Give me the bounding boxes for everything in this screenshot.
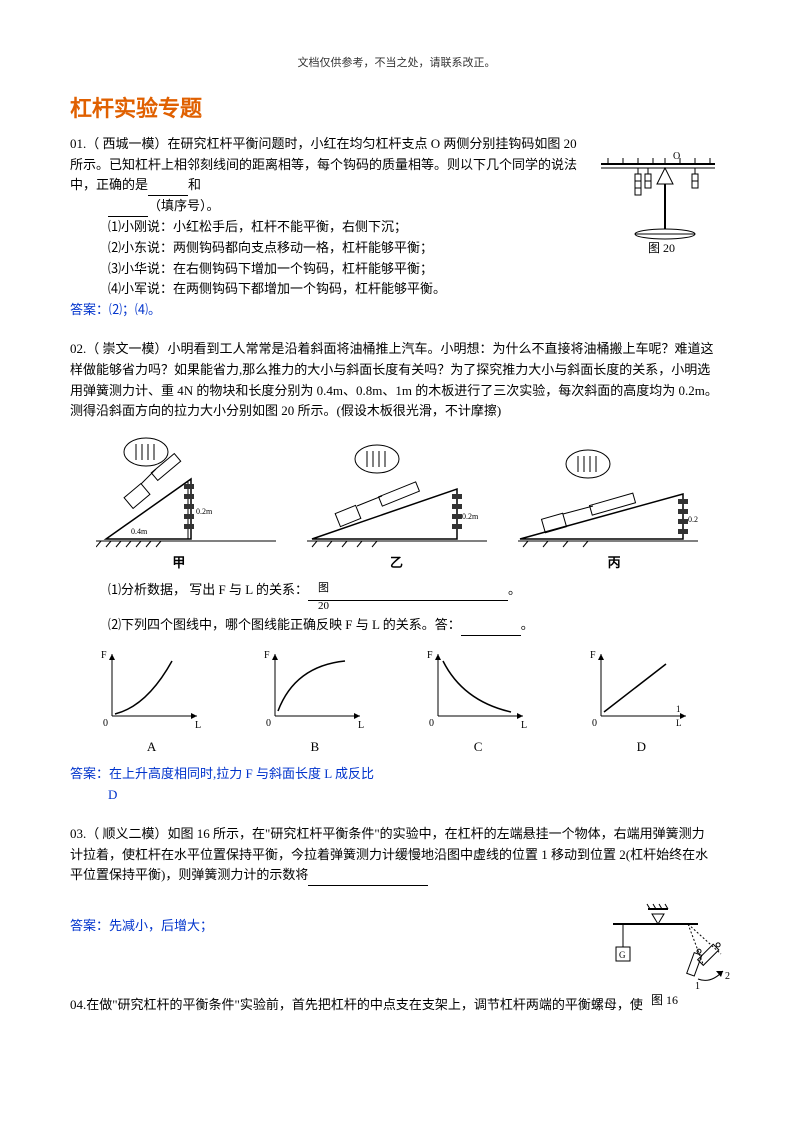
svg-text:G: G — [619, 950, 626, 960]
q02-sub1: ⑴分析数据， 写出 F 与 L 的关系：图 20。 — [70, 580, 723, 601]
svg-text:L: L — [195, 720, 201, 731]
blank-fill — [308, 588, 508, 601]
graph-label-d: D — [576, 737, 706, 758]
svg-text:F: F — [590, 650, 596, 661]
question-01: O 图 20 01.（ 西城一模）在研究杠杆平衡问题时，小红在均匀杠杆支点 O … — [70, 134, 723, 321]
svg-text:0.4m: 0.4m — [131, 527, 148, 536]
svg-text:O: O — [673, 151, 680, 162]
q03-text: 03.（ 顺义二模）如图 16 所示，在"研究杠杆平衡条件"的实验中，在杠杆的左… — [70, 824, 723, 886]
blank-fill — [108, 204, 148, 217]
svg-text:0: 0 — [103, 718, 108, 729]
page-title: 杠杆实验专题 — [70, 91, 723, 126]
question-04: 04.在做"研究杠杆的平衡条件"实验前，首先把杠杆的中点支在支架上，调节杠杆两端… — [70, 995, 723, 1016]
incline-diagrams: 0.2m 0.4m 0.2m 0.2m — [70, 434, 723, 549]
graph-label-b: B — [250, 737, 380, 758]
svg-text:L: L — [676, 718, 682, 728]
svg-text:L: L — [358, 720, 364, 731]
header-note: 文档仅供参考，不当之处，请联系改正。 — [70, 55, 723, 73]
q04-text: 04.在做"研究杠杆的平衡条件"实验前，首先把杠杆的中点支在支架上，调节杠杆两端… — [70, 995, 723, 1016]
svg-text:0: 0 — [592, 718, 597, 729]
graph-d-icon: F 1 L 0 — [586, 646, 696, 731]
svg-text:0.2m: 0.2m — [196, 507, 213, 516]
q01-opt4: ⑷小军说：在两侧钩码下都增加一个钩码，杠杆能够平衡。 — [70, 279, 723, 300]
svg-text:2: 2 — [725, 971, 730, 982]
graph-label-a: A — [87, 737, 217, 758]
svg-text:F: F — [101, 650, 107, 661]
q02-answer: 答案：在上升高度相同时,拉力 F 与斜面长度 L 成反比 — [70, 764, 723, 785]
incline-labels: 甲 乙 丙 — [70, 553, 723, 574]
incline-c-icon: 0.2m — [518, 434, 698, 549]
incline-b-icon: 0.2m — [307, 434, 487, 549]
figure-16-lever: G 1 2 图 16 — [603, 899, 733, 1009]
svg-text:1: 1 — [695, 981, 700, 992]
q01-opt3: ⑶小华说：在右侧钩码下增加一个钩码，杠杆能够平衡； — [70, 259, 723, 280]
svg-text:1: 1 — [676, 704, 681, 714]
blank-fill — [148, 183, 188, 196]
blank-fill — [461, 623, 521, 636]
q01-answer: 答案：⑵；⑷。 — [70, 300, 723, 321]
graph-a-icon: F L 0 — [97, 646, 207, 731]
graphs-row: F L 0 A F L 0 B F L 0 — [70, 646, 723, 759]
graph-c-icon: F L 0 — [423, 646, 533, 731]
figure-20-lever: O 图 20 — [593, 144, 723, 254]
question-03: G 1 2 图 16 03.（ 顺义二模）如图 16 所示，在"研究杠杆平衡条件… — [70, 824, 723, 977]
svg-text:0.2m: 0.2m — [462, 512, 479, 521]
svg-text:F: F — [264, 650, 270, 661]
svg-text:0.2m: 0.2m — [688, 515, 698, 524]
question-02: 02.（ 崇文一模）小明看到工人常常是沿着斜面将油桶推上汽车。小明想：为什么不直… — [70, 339, 723, 806]
svg-text:0: 0 — [266, 718, 271, 729]
svg-text:L: L — [521, 720, 527, 731]
svg-text:F: F — [427, 650, 433, 661]
q02-answer2: D — [70, 785, 723, 806]
svg-text:0: 0 — [429, 718, 434, 729]
graph-b-icon: F L 0 — [260, 646, 370, 731]
incline-a-icon: 0.2m 0.4m — [96, 434, 276, 549]
svg-text:图 20: 图 20 — [648, 241, 675, 254]
blank-fill — [308, 873, 428, 886]
q02-sub2: ⑵下列四个图线中，哪个图线能正确反映 F 与 L 的关系。答：。 — [70, 615, 723, 636]
q02-text: 02.（ 崇文一模）小明看到工人常常是沿着斜面将油桶推上汽车。小明想：为什么不直… — [70, 339, 723, 422]
graph-label-c: C — [413, 737, 543, 758]
